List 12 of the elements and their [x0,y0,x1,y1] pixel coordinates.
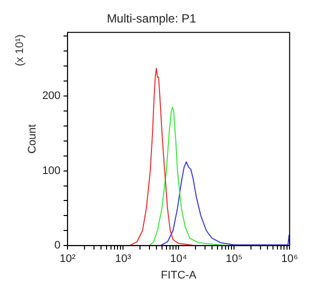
y-tick-label: 100 [42,164,61,177]
x-tick-label: 10⁶ [281,253,298,266]
x-tick-label: 10⁵ [226,253,242,266]
text: (x 10¹) [14,34,26,66]
y-tick-label: 0 [54,240,61,252]
x-tick-label: 10³ [115,253,132,266]
x-tick-label: 10² [60,253,76,266]
y-tick-label: 200 [42,90,61,102]
y-axis-title: Count [26,124,39,154]
x-axis-title: FITC-A [160,269,197,282]
x-tick-label: 10⁴ [170,253,188,266]
chart-title: Multi-sample: P1 [106,12,196,26]
